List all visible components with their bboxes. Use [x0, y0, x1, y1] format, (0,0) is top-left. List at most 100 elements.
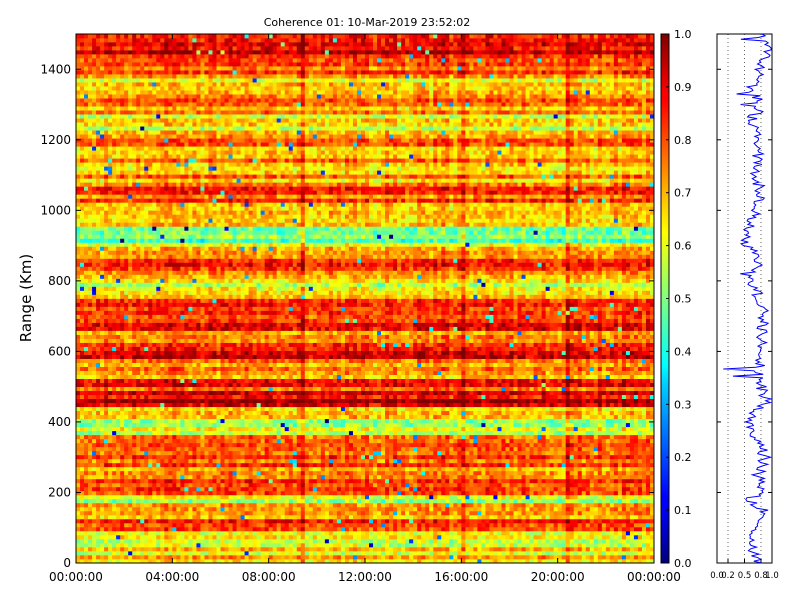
heatmap-cell [401, 498, 406, 504]
heatmap-cell [633, 506, 639, 512]
heatmap-cell [553, 526, 559, 532]
heatmap-cell [605, 534, 611, 540]
heatmap-cell [589, 534, 595, 540]
heatmap-cell [509, 490, 514, 496]
heatmap-cell [300, 422, 306, 428]
heatmap-cell [152, 546, 157, 552]
heatmap-cell [332, 470, 338, 476]
heatmap-cell [417, 558, 422, 564]
heatmap-cell [601, 502, 607, 508]
heatmap-cell [256, 518, 261, 524]
heatmap-cell [637, 490, 643, 496]
heatmap-cell [336, 466, 342, 472]
heatmap-cell [84, 526, 89, 532]
heatmap-cell [344, 446, 350, 452]
heatmap-cell [413, 546, 418, 552]
heatmap-cell [256, 462, 261, 468]
heatmap-cell [457, 490, 462, 496]
heatmap-cell [252, 466, 257, 472]
heatmap-cell [296, 426, 302, 432]
heatmap-cell [445, 518, 450, 524]
heatmap-cell [589, 426, 595, 432]
heatmap-cell [280, 470, 286, 476]
heatmap-cell [160, 538, 165, 544]
heatmap-cell [212, 494, 217, 500]
heatmap-cell [332, 558, 338, 564]
heatmap-cell [340, 454, 346, 460]
heatmap-cell [533, 466, 538, 472]
heatmap-cell [296, 554, 302, 560]
heatmap-cell [625, 466, 631, 472]
heatmap-cell [208, 462, 213, 468]
heatmap-cell [172, 454, 177, 460]
heatmap-cell [457, 434, 462, 440]
heatmap-cell [573, 526, 579, 532]
heatmap-cell [529, 554, 534, 560]
heatmap-cell [453, 546, 458, 552]
heatmap-cell [489, 526, 494, 532]
heatmap-cell [613, 550, 619, 556]
heatmap-cell [429, 462, 434, 468]
heatmap-cell [340, 466, 346, 472]
heatmap-cell [537, 482, 542, 488]
heatmap-cell [96, 538, 101, 544]
heatmap-cell [493, 498, 498, 504]
heatmap-cell [92, 466, 97, 472]
heatmap-cell [393, 482, 398, 488]
heatmap-cell [228, 498, 233, 504]
heatmap-cell [633, 518, 639, 524]
heatmap-cell [545, 498, 550, 504]
heatmap-cell [457, 502, 462, 508]
heatmap-cell [128, 422, 133, 428]
heatmap-cell [348, 522, 354, 528]
heatmap-cell [272, 534, 278, 540]
heatmap-cell [88, 426, 93, 432]
heatmap-cell [256, 470, 261, 476]
heatmap-cell [356, 474, 362, 480]
heatmap-cell [152, 502, 157, 508]
heatmap-cell [529, 442, 534, 448]
heatmap-cell [160, 454, 165, 460]
heatmap-cell [356, 514, 362, 520]
heatmap-cell [501, 470, 506, 476]
heatmap-cell [497, 486, 502, 492]
heatmap-cell [328, 530, 334, 536]
heatmap-cell [581, 534, 587, 540]
heatmap-cell [176, 434, 181, 440]
heatmap-cell [256, 502, 261, 508]
heatmap-cell [296, 542, 302, 548]
heatmap-cell [356, 538, 362, 544]
heatmap-cell [613, 462, 619, 468]
heatmap-cell [365, 466, 370, 472]
heatmap-cell [92, 426, 97, 432]
heatmap-cell [208, 534, 213, 540]
heatmap-cell [136, 518, 141, 524]
heatmap-cell [385, 538, 390, 544]
heatmap-cell [312, 458, 318, 464]
heatmap-cell [569, 490, 575, 496]
heatmap-cell [429, 458, 434, 464]
heatmap-cell [497, 458, 502, 464]
heatmap-cell [365, 518, 370, 524]
heatmap-cell [621, 426, 627, 432]
heatmap-cell [212, 426, 217, 432]
heatmap-cell [601, 474, 607, 480]
heatmap-cell [132, 442, 137, 448]
heatmap-cell [437, 510, 442, 516]
heatmap-cell [220, 518, 225, 524]
heatmap-cell [381, 474, 386, 480]
heatmap-cell [260, 470, 265, 476]
heatmap-cell [513, 526, 518, 532]
heatmap-cell [348, 558, 354, 564]
heatmap-cell [517, 546, 522, 552]
heatmap-cell [200, 434, 205, 440]
heatmap-cell [216, 434, 221, 440]
heatmap-cell [461, 554, 466, 560]
heatmap-cell [340, 514, 346, 520]
heatmap-cell [569, 430, 575, 436]
heatmap-cell [645, 554, 651, 560]
heatmap-cell [188, 438, 193, 444]
heatmap-cell [465, 438, 470, 444]
heatmap-cell [409, 422, 414, 428]
heatmap-cell [320, 470, 326, 476]
